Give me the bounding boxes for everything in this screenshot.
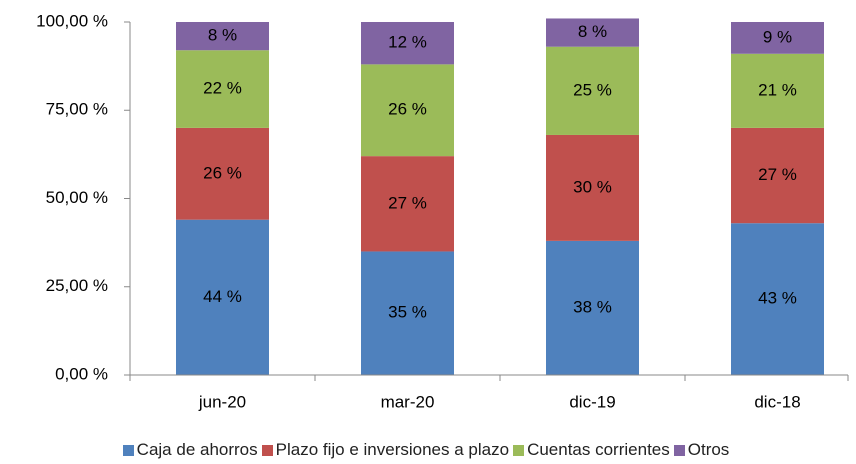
- bar-segment: [176, 50, 269, 128]
- data-label: 38 %: [573, 297, 612, 316]
- bar-segment: [176, 219, 269, 375]
- legend-label: Otros: [687, 440, 730, 459]
- data-label: 30 %: [573, 177, 612, 196]
- chart: 0,00 % 25,00 % 50,00 % 75,00 % 100,00 % jun-2…: [36, 11, 849, 411]
- legend-swatch: [513, 444, 525, 456]
- bar-segment: [546, 240, 639, 375]
- data-label: 44 %: [203, 287, 242, 306]
- legend-item: Cuentas corrientes: [513, 440, 670, 460]
- y-tick-label: 50,00 %: [46, 188, 108, 207]
- bar-segment: [176, 127, 269, 220]
- bar-segment: [731, 53, 824, 128]
- bar-segment: [361, 156, 454, 252]
- data-label: 9 %: [763, 27, 792, 46]
- bar-segment: [546, 18, 639, 47]
- data-label: 26 %: [388, 100, 427, 119]
- bar-segment: [546, 134, 639, 241]
- data-label: 26 %: [203, 163, 242, 182]
- x-tick-label: dic-19: [569, 392, 615, 411]
- bar-segment: [731, 223, 824, 375]
- y-tick-label: 0,00 %: [55, 364, 108, 383]
- data-label: 8 %: [578, 22, 607, 41]
- data-label: 35 %: [388, 303, 427, 322]
- x-tick-label: mar-20: [381, 392, 435, 411]
- legend-item: Otros: [673, 440, 730, 460]
- data-label: 27 %: [388, 193, 427, 212]
- data-label: 25 %: [573, 80, 612, 99]
- bar-segment: [361, 22, 454, 65]
- y-tick-label: 25,00 %: [46, 276, 108, 295]
- bar-segment: [361, 64, 454, 157]
- legend-swatch: [122, 444, 134, 456]
- bar-segment: [731, 22, 824, 54]
- legend-label: Caja de ahorros: [136, 440, 258, 459]
- y-tick-label: 75,00 %: [46, 100, 108, 119]
- x-tick-label: jun-20: [198, 392, 246, 411]
- data-label: 12 %: [388, 33, 427, 52]
- legend: Caja de ahorros Plazo fijo e inversiones …: [0, 440, 856, 460]
- data-label: 43 %: [758, 289, 797, 308]
- legend-item: Plazo fijo e inversiones a plazo: [261, 440, 510, 460]
- legend-label: Cuentas corrientes: [527, 440, 670, 459]
- legend-label: Plazo fijo e inversiones a plazo: [275, 440, 510, 459]
- legend-item: Caja de ahorros: [122, 440, 258, 460]
- bar-segment: [546, 46, 639, 135]
- data-label: 21 %: [758, 80, 797, 99]
- data-label: 22 %: [203, 79, 242, 98]
- bar-segment: [731, 127, 824, 224]
- y-tick-label: 100,00 %: [36, 11, 108, 30]
- x-tick-label: dic-18: [754, 392, 800, 411]
- data-label: 27 %: [758, 165, 797, 184]
- legend-swatch: [261, 444, 273, 456]
- bar-segment: [361, 251, 454, 375]
- data-label: 8 %: [208, 26, 237, 45]
- bar-segment: [176, 22, 269, 51]
- legend-swatch: [673, 444, 685, 456]
